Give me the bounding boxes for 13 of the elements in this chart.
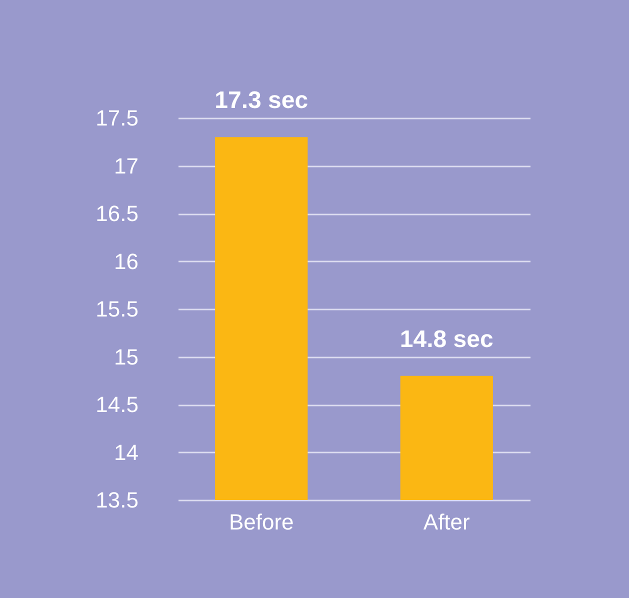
y-tick-label: 17.5 bbox=[96, 106, 138, 130]
data-label: 14.8 sec bbox=[400, 326, 494, 353]
y-tick-label: 15 bbox=[114, 344, 138, 370]
y-tick-label: 16 bbox=[114, 248, 138, 274]
y-tick-label: 17 bbox=[114, 153, 138, 178]
data-label: 17.3 sec bbox=[214, 87, 308, 114]
x-tick-label: After bbox=[423, 510, 470, 534]
y-tick-label: 14 bbox=[114, 440, 138, 465]
y-tick-label: 13.5 bbox=[96, 488, 138, 512]
x-tick-label: Before bbox=[228, 510, 294, 534]
y-tick-label: 14.5 bbox=[96, 392, 138, 417]
y-tick-label: 16.5 bbox=[96, 201, 138, 226]
y-tick-label: 15.5 bbox=[96, 296, 138, 322]
